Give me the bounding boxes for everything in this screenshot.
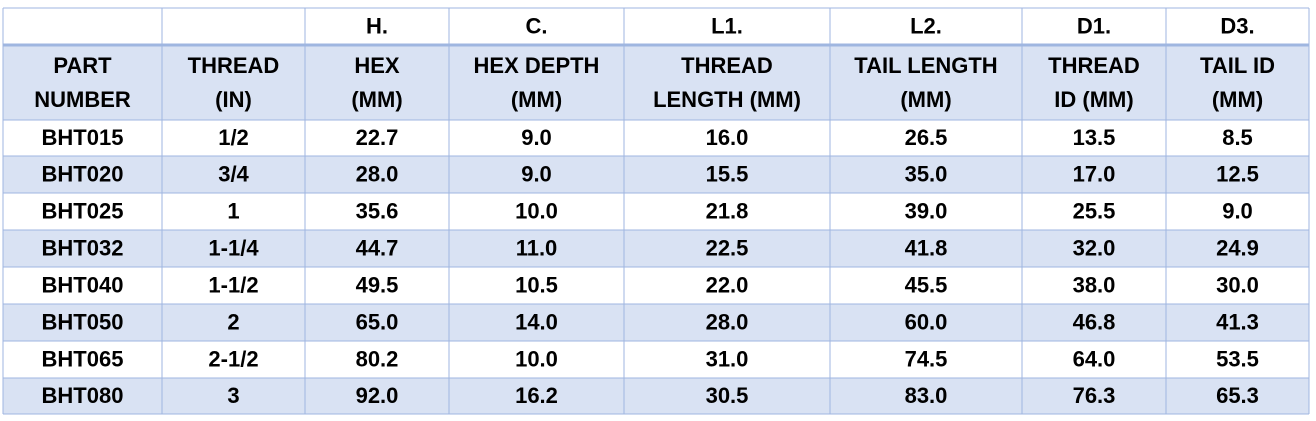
column-header: THREAD [1048, 53, 1140, 78]
table-cell: 76.3 [1073, 383, 1116, 408]
table-cell: 2 [227, 309, 239, 334]
table-cell: 80.2 [356, 346, 399, 371]
table-cell: 12.5 [1216, 161, 1259, 186]
table-cell: BHT025 [42, 198, 124, 223]
table-cell: 3 [227, 383, 239, 408]
table-cell: 28.0 [356, 161, 399, 186]
table-cell: 10.0 [515, 346, 558, 371]
table-cell: 28.0 [706, 309, 749, 334]
table-cell: 15.5 [706, 161, 749, 186]
column-header: (MM) [1212, 87, 1263, 112]
table-cell: 92.0 [356, 383, 399, 408]
table-cell: 64.0 [1073, 346, 1116, 371]
table-cell: 39.0 [905, 198, 948, 223]
table-cell: 30.5 [706, 383, 749, 408]
column-header: HEX [354, 53, 400, 78]
table-cell: 14.0 [515, 309, 558, 334]
table-cell: 2-1/2 [208, 346, 258, 371]
table-cell: 49.5 [356, 272, 399, 297]
table-cell: BHT015 [42, 125, 124, 150]
table-cell: 16.0 [706, 125, 749, 150]
table-cell: 1/2 [218, 125, 249, 150]
table-cell: 74.5 [905, 346, 948, 371]
column-header: TAIL LENGTH [854, 53, 997, 78]
column-header: HEX DEPTH [474, 53, 600, 78]
column-code: H. [366, 13, 388, 38]
column-header: PART [53, 53, 112, 78]
table-cell: 25.5 [1073, 198, 1116, 223]
row-band [3, 378, 1309, 414]
table-cell: 3/4 [218, 161, 249, 186]
table-cell: 1 [227, 198, 239, 223]
header-band [3, 45, 1309, 120]
table-cell: 65.3 [1216, 383, 1259, 408]
table-cell: 8.5 [1222, 125, 1253, 150]
table-cell: 11.0 [516, 235, 558, 260]
table-cell: 38.0 [1073, 272, 1116, 297]
column-header: ID (MM) [1054, 87, 1133, 112]
table-cell: 53.5 [1216, 346, 1259, 371]
column-header: LENGTH (MM) [653, 87, 801, 112]
table-cell: 41.8 [905, 235, 948, 260]
column-header: (MM) [900, 87, 951, 112]
table-cell: BHT080 [42, 383, 124, 408]
column-code: D3. [1220, 13, 1254, 38]
table-cell: 83.0 [905, 383, 948, 408]
table-cell: 35.0 [905, 161, 948, 186]
table-cell: BHT020 [42, 161, 124, 186]
row-band [3, 156, 1309, 193]
table-cell: 17.0 [1073, 161, 1116, 186]
column-header: THREAD [188, 53, 280, 78]
column-code: C. [526, 13, 548, 38]
column-header: NUMBER [34, 87, 131, 112]
column-code: L2. [910, 13, 942, 38]
table-cell: 31.0 [706, 346, 749, 371]
column-code: D1. [1077, 13, 1111, 38]
table-cell: 22.5 [706, 235, 749, 260]
table-cell: BHT050 [42, 309, 124, 334]
table-cell: 44.7 [356, 235, 399, 260]
column-header: THREAD [681, 53, 773, 78]
table-cell: 22.0 [706, 272, 749, 297]
column-code: L1. [711, 13, 743, 38]
table-cell: 1-1/2 [208, 272, 258, 297]
table-cell: 65.0 [356, 309, 399, 334]
table-cell: 9.0 [521, 161, 552, 186]
table-cell: 9.0 [1222, 198, 1253, 223]
table-cell: 60.0 [905, 309, 948, 334]
table-cell: 10.0 [515, 198, 558, 223]
table-cell: 10.5 [515, 272, 558, 297]
table-cell: 46.8 [1073, 309, 1116, 334]
table-cell: BHT040 [42, 272, 124, 297]
column-header: (IN) [215, 87, 252, 112]
row-band [3, 230, 1309, 267]
table-cell: 35.6 [356, 198, 399, 223]
row-band [3, 304, 1309, 341]
table-cell: 21.8 [706, 198, 749, 223]
column-header: (MM) [511, 87, 562, 112]
table-cell: 22.7 [356, 125, 399, 150]
table-cell: 24.9 [1216, 235, 1259, 260]
table-cell: 30.0 [1216, 272, 1259, 297]
table-cell: 45.5 [905, 272, 948, 297]
table-cell: 13.5 [1073, 125, 1116, 150]
column-header: (MM) [351, 87, 402, 112]
table-cell: 41.3 [1216, 309, 1259, 334]
column-header: TAIL ID [1200, 53, 1275, 78]
table-cell: 9.0 [521, 125, 552, 150]
table-cell: 16.2 [515, 383, 558, 408]
table-cell: 32.0 [1073, 235, 1116, 260]
table-cell: BHT065 [42, 346, 124, 371]
table-cell: 26.5 [905, 125, 948, 150]
table-cell: 1-1/4 [208, 235, 259, 260]
table-cell: BHT032 [42, 235, 124, 260]
